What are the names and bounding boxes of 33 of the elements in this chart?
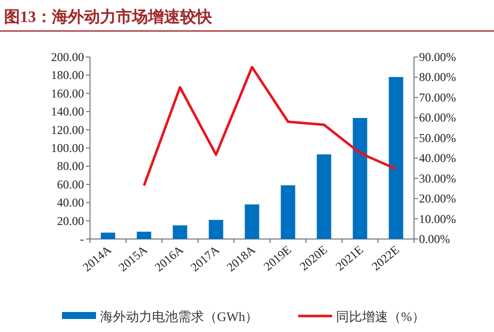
y-tick-label: 180.00: [51, 68, 84, 82]
y2-tick-label: 60.00%: [419, 110, 456, 125]
y2-tick-label: 70.00%: [419, 90, 456, 104]
y2-tick-label: 40.00%: [419, 151, 456, 166]
y-tick-label: -: [80, 232, 84, 246]
y-tick-label: 80.00: [57, 159, 84, 174]
bar: [244, 204, 260, 239]
y-tick-label: 100.00: [51, 141, 84, 155]
y-tick-label: 200.00: [51, 50, 84, 64]
y-tick-label: 160.00: [51, 86, 84, 100]
legend-label: 同比增速（%）: [336, 309, 426, 324]
y2-tick-label: 30.00%: [419, 171, 456, 186]
y-tick-label: 40.00: [57, 196, 84, 210]
bar: [280, 185, 296, 239]
bar: [352, 118, 368, 239]
bar: [136, 232, 152, 239]
y-tick-label: 60.00: [57, 177, 84, 192]
bar: [316, 154, 332, 239]
bar: [100, 232, 116, 239]
y2-tick-label: 20.00%: [419, 192, 456, 206]
y2-tick-label: 90.00%: [419, 50, 456, 64]
y2-tick-label: 0.00%: [419, 232, 450, 246]
y-tick-label: 20.00: [57, 214, 84, 228]
chart-title: 图13：海外动力市场增速较快: [4, 8, 213, 26]
y-tick-label: 120.00: [51, 122, 84, 137]
legend-label: 海外动力电池需求（GWh）: [100, 309, 258, 324]
y-tick-label: 140.00: [51, 104, 84, 119]
y2-tick-label: 80.00%: [419, 70, 456, 84]
y2-tick-label: 50.00%: [419, 130, 456, 145]
bar: [208, 220, 224, 239]
bar: [388, 77, 404, 239]
y2-tick-label: 10.00%: [419, 212, 456, 226]
bar: [172, 225, 188, 239]
